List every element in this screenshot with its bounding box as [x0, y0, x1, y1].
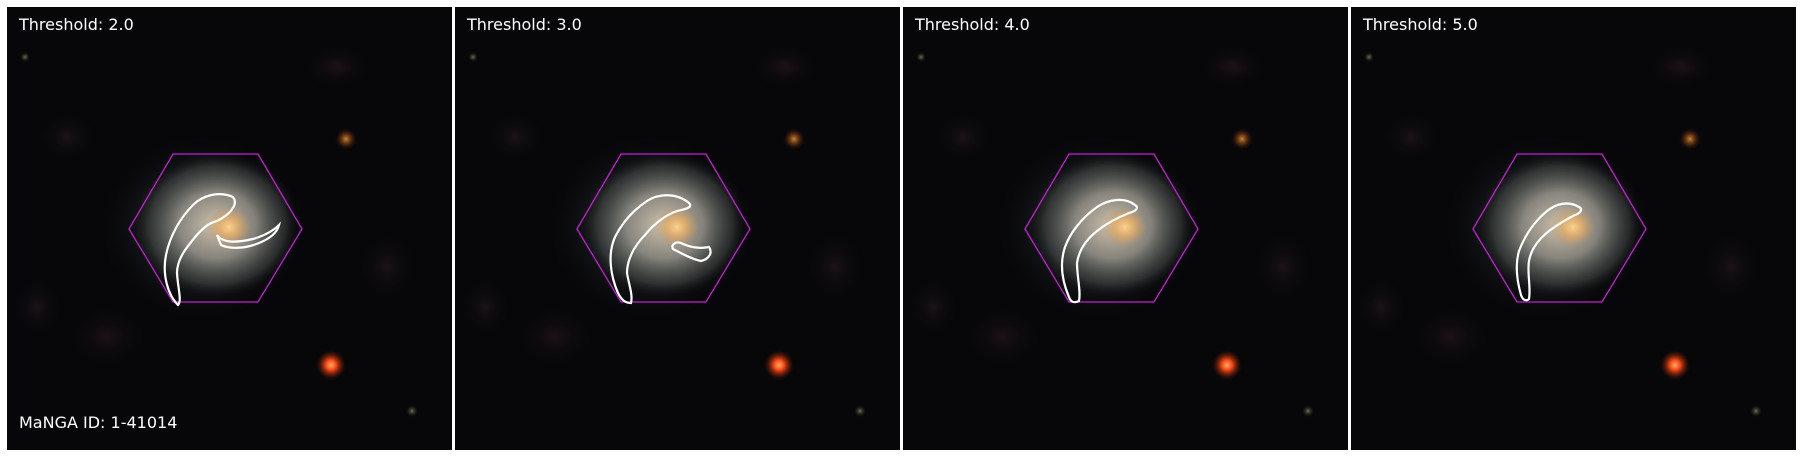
galaxy-core: [655, 207, 699, 247]
red-star: [1212, 350, 1242, 380]
faint-star: [1302, 405, 1314, 417]
faint-star: [1750, 405, 1762, 417]
contour-region: [671, 241, 712, 263]
orange-star: [1231, 128, 1253, 150]
faint-star: [1364, 52, 1374, 62]
manga-id-label: MaNGA ID: 1-41014: [19, 413, 178, 432]
galaxy-image: [903, 7, 1348, 450]
ifu-hexagon: [128, 153, 303, 303]
galaxy-panel-threshold-4: Threshold: 4.0: [903, 7, 1348, 450]
faint-star: [916, 52, 926, 62]
contour-region: [609, 194, 692, 305]
galaxy-image: [7, 7, 452, 450]
ifu-hexagon: [1024, 153, 1199, 303]
galaxy-core: [1551, 207, 1595, 247]
galaxy-panel-threshold-3: Threshold: 3.0: [455, 7, 900, 450]
orange-star: [1679, 128, 1701, 150]
ifu-hexagon: [1472, 153, 1647, 303]
contour-region: [1515, 202, 1583, 302]
threshold-label: Threshold: 2.0: [19, 15, 134, 34]
red-star: [764, 350, 794, 380]
orange-star: [335, 128, 357, 150]
contour-region: [215, 221, 282, 249]
orange-star: [783, 128, 805, 150]
contour-region: [163, 193, 236, 307]
faint-star: [854, 405, 866, 417]
threshold-label: Threshold: 3.0: [467, 15, 582, 34]
galaxy-panel-threshold-5: Threshold: 5.0: [1351, 7, 1796, 450]
ifu-hexagon: [576, 153, 751, 303]
galaxy-image: [1351, 7, 1796, 450]
faint-star: [20, 52, 30, 62]
galaxy-panel-threshold-2: Threshold: 2.0 MaNGA ID: 1-41014: [7, 7, 452, 450]
contour-region: [1060, 198, 1139, 304]
threshold-label: Threshold: 5.0: [1363, 15, 1478, 34]
galaxy-core: [1103, 207, 1147, 247]
galaxy-panel-strip: Threshold: 2.0 MaNGA ID: 1-41014 Thresho…: [7, 7, 1796, 450]
faint-star: [468, 52, 478, 62]
threshold-label: Threshold: 4.0: [915, 15, 1030, 34]
red-star: [1660, 350, 1690, 380]
galaxy-image: [455, 7, 900, 450]
faint-star: [406, 405, 418, 417]
red-star: [316, 350, 346, 380]
